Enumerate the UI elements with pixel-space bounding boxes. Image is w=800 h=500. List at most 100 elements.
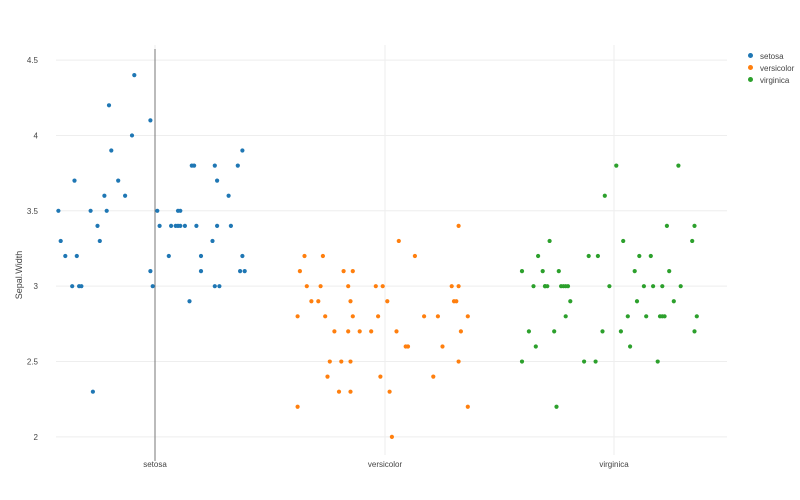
data-point-virginica[interactable] [526, 329, 532, 334]
data-point-versicolor[interactable] [385, 299, 390, 304]
data-point-virginica[interactable] [662, 314, 667, 319]
data-point-setosa[interactable] [116, 178, 121, 183]
data-point-virginica[interactable] [545, 284, 550, 289]
data-point-versicolor[interactable] [309, 299, 314, 304]
data-point-virginica[interactable] [586, 253, 591, 259]
data-point-virginica[interactable] [602, 193, 607, 198]
data-point-virginica[interactable] [692, 329, 697, 334]
data-point-versicolor[interactable] [456, 223, 461, 228]
data-point-versicolor[interactable] [465, 404, 470, 409]
data-point-setosa[interactable] [217, 284, 222, 289]
data-point-versicolor[interactable] [378, 374, 383, 379]
data-point-versicolor[interactable] [456, 284, 461, 289]
data-point-setosa[interactable] [79, 284, 84, 289]
data-point-versicolor[interactable] [440, 344, 445, 349]
data-point-virginica[interactable] [644, 314, 649, 319]
data-point-versicolor[interactable] [431, 374, 436, 379]
data-point-setosa[interactable] [74, 253, 79, 259]
data-point-versicolor[interactable] [357, 329, 362, 334]
data-point-virginica[interactable] [568, 299, 573, 304]
data-point-setosa[interactable] [198, 269, 204, 274]
data-point-versicolor[interactable] [422, 314, 427, 319]
legend-item-setosa[interactable]: setosa [748, 51, 794, 63]
data-point-virginica[interactable] [641, 284, 647, 289]
data-point-versicolor[interactable] [320, 253, 325, 259]
data-point-versicolor[interactable] [339, 359, 344, 364]
data-point-setosa[interactable] [212, 284, 217, 289]
data-point-setosa[interactable] [148, 269, 153, 274]
data-point-setosa[interactable] [123, 193, 128, 198]
data-point-versicolor[interactable] [454, 299, 459, 304]
data-point-virginica[interactable] [676, 163, 681, 168]
data-point-virginica[interactable] [625, 314, 630, 319]
data-point-virginica[interactable] [565, 284, 571, 289]
data-point-versicolor[interactable] [348, 299, 353, 304]
data-point-virginica[interactable] [547, 238, 552, 244]
data-point-versicolor[interactable] [341, 269, 346, 274]
data-point-virginica[interactable] [614, 163, 619, 168]
data-point-versicolor[interactable] [449, 284, 454, 289]
data-point-setosa[interactable] [178, 223, 183, 228]
data-point-virginica[interactable] [694, 314, 699, 319]
data-point-setosa[interactable] [212, 163, 217, 168]
data-point-setosa[interactable] [102, 193, 107, 198]
data-point-setosa[interactable] [63, 253, 68, 259]
data-point-setosa[interactable] [97, 238, 102, 244]
data-point-virginica[interactable] [593, 359, 598, 364]
data-point-virginica[interactable] [655, 359, 660, 364]
data-point-versicolor[interactable] [295, 404, 300, 409]
data-point-virginica[interactable] [618, 329, 624, 334]
data-point-virginica[interactable] [637, 253, 642, 259]
data-point-virginica[interactable] [536, 253, 541, 259]
data-point-virginica[interactable] [621, 238, 626, 244]
data-point-setosa[interactable] [157, 223, 162, 228]
data-point-setosa[interactable] [70, 284, 75, 289]
data-point-versicolor[interactable] [405, 344, 411, 349]
data-point-setosa[interactable] [148, 118, 153, 123]
data-point-virginica[interactable] [519, 269, 525, 274]
data-point-setosa[interactable] [198, 253, 204, 259]
data-point-virginica[interactable] [648, 253, 653, 259]
data-point-versicolor[interactable] [387, 389, 392, 394]
data-point-versicolor[interactable] [348, 389, 353, 394]
data-point-setosa[interactable] [178, 208, 183, 213]
data-point-versicolor[interactable] [389, 434, 394, 440]
data-point-setosa[interactable] [166, 253, 171, 259]
data-point-versicolor[interactable] [302, 253, 307, 259]
data-point-versicolor[interactable] [316, 299, 321, 304]
data-point-versicolor[interactable] [297, 269, 302, 274]
data-point-setosa[interactable] [150, 284, 155, 289]
data-point-setosa[interactable] [132, 73, 137, 78]
data-point-virginica[interactable] [671, 299, 676, 304]
data-point-versicolor[interactable] [350, 314, 355, 319]
data-point-setosa[interactable] [104, 208, 109, 213]
data-point-setosa[interactable] [56, 208, 61, 213]
legend-item-versicolor[interactable]: versicolor [748, 63, 794, 75]
data-point-setosa[interactable] [187, 299, 192, 304]
data-point-virginica[interactable] [563, 314, 568, 319]
data-point-versicolor[interactable] [332, 329, 337, 334]
data-point-setosa[interactable] [210, 238, 215, 244]
data-point-setosa[interactable] [169, 223, 174, 228]
data-point-versicolor[interactable] [458, 329, 463, 334]
data-point-versicolor[interactable] [373, 284, 378, 289]
data-point-versicolor[interactable] [346, 329, 351, 334]
data-point-virginica[interactable] [692, 223, 697, 228]
data-point-setosa[interactable] [90, 389, 95, 394]
data-point-virginica[interactable] [660, 284, 665, 289]
data-point-virginica[interactable] [582, 359, 587, 364]
data-point-setosa[interactable] [242, 269, 247, 274]
data-point-versicolor[interactable] [295, 314, 300, 319]
data-point-virginica[interactable] [690, 238, 695, 244]
data-point-setosa[interactable] [129, 133, 135, 138]
data-point-versicolor[interactable] [376, 314, 381, 319]
data-point-versicolor[interactable] [304, 284, 309, 289]
data-point-setosa[interactable] [238, 269, 243, 274]
data-point-setosa[interactable] [192, 163, 197, 168]
data-point-versicolor[interactable] [396, 238, 401, 244]
data-point-setosa[interactable] [106, 103, 112, 108]
data-point-setosa[interactable] [240, 253, 245, 259]
data-point-versicolor[interactable] [346, 284, 351, 289]
data-point-setosa[interactable] [95, 223, 100, 228]
data-point-setosa[interactable] [226, 193, 231, 198]
